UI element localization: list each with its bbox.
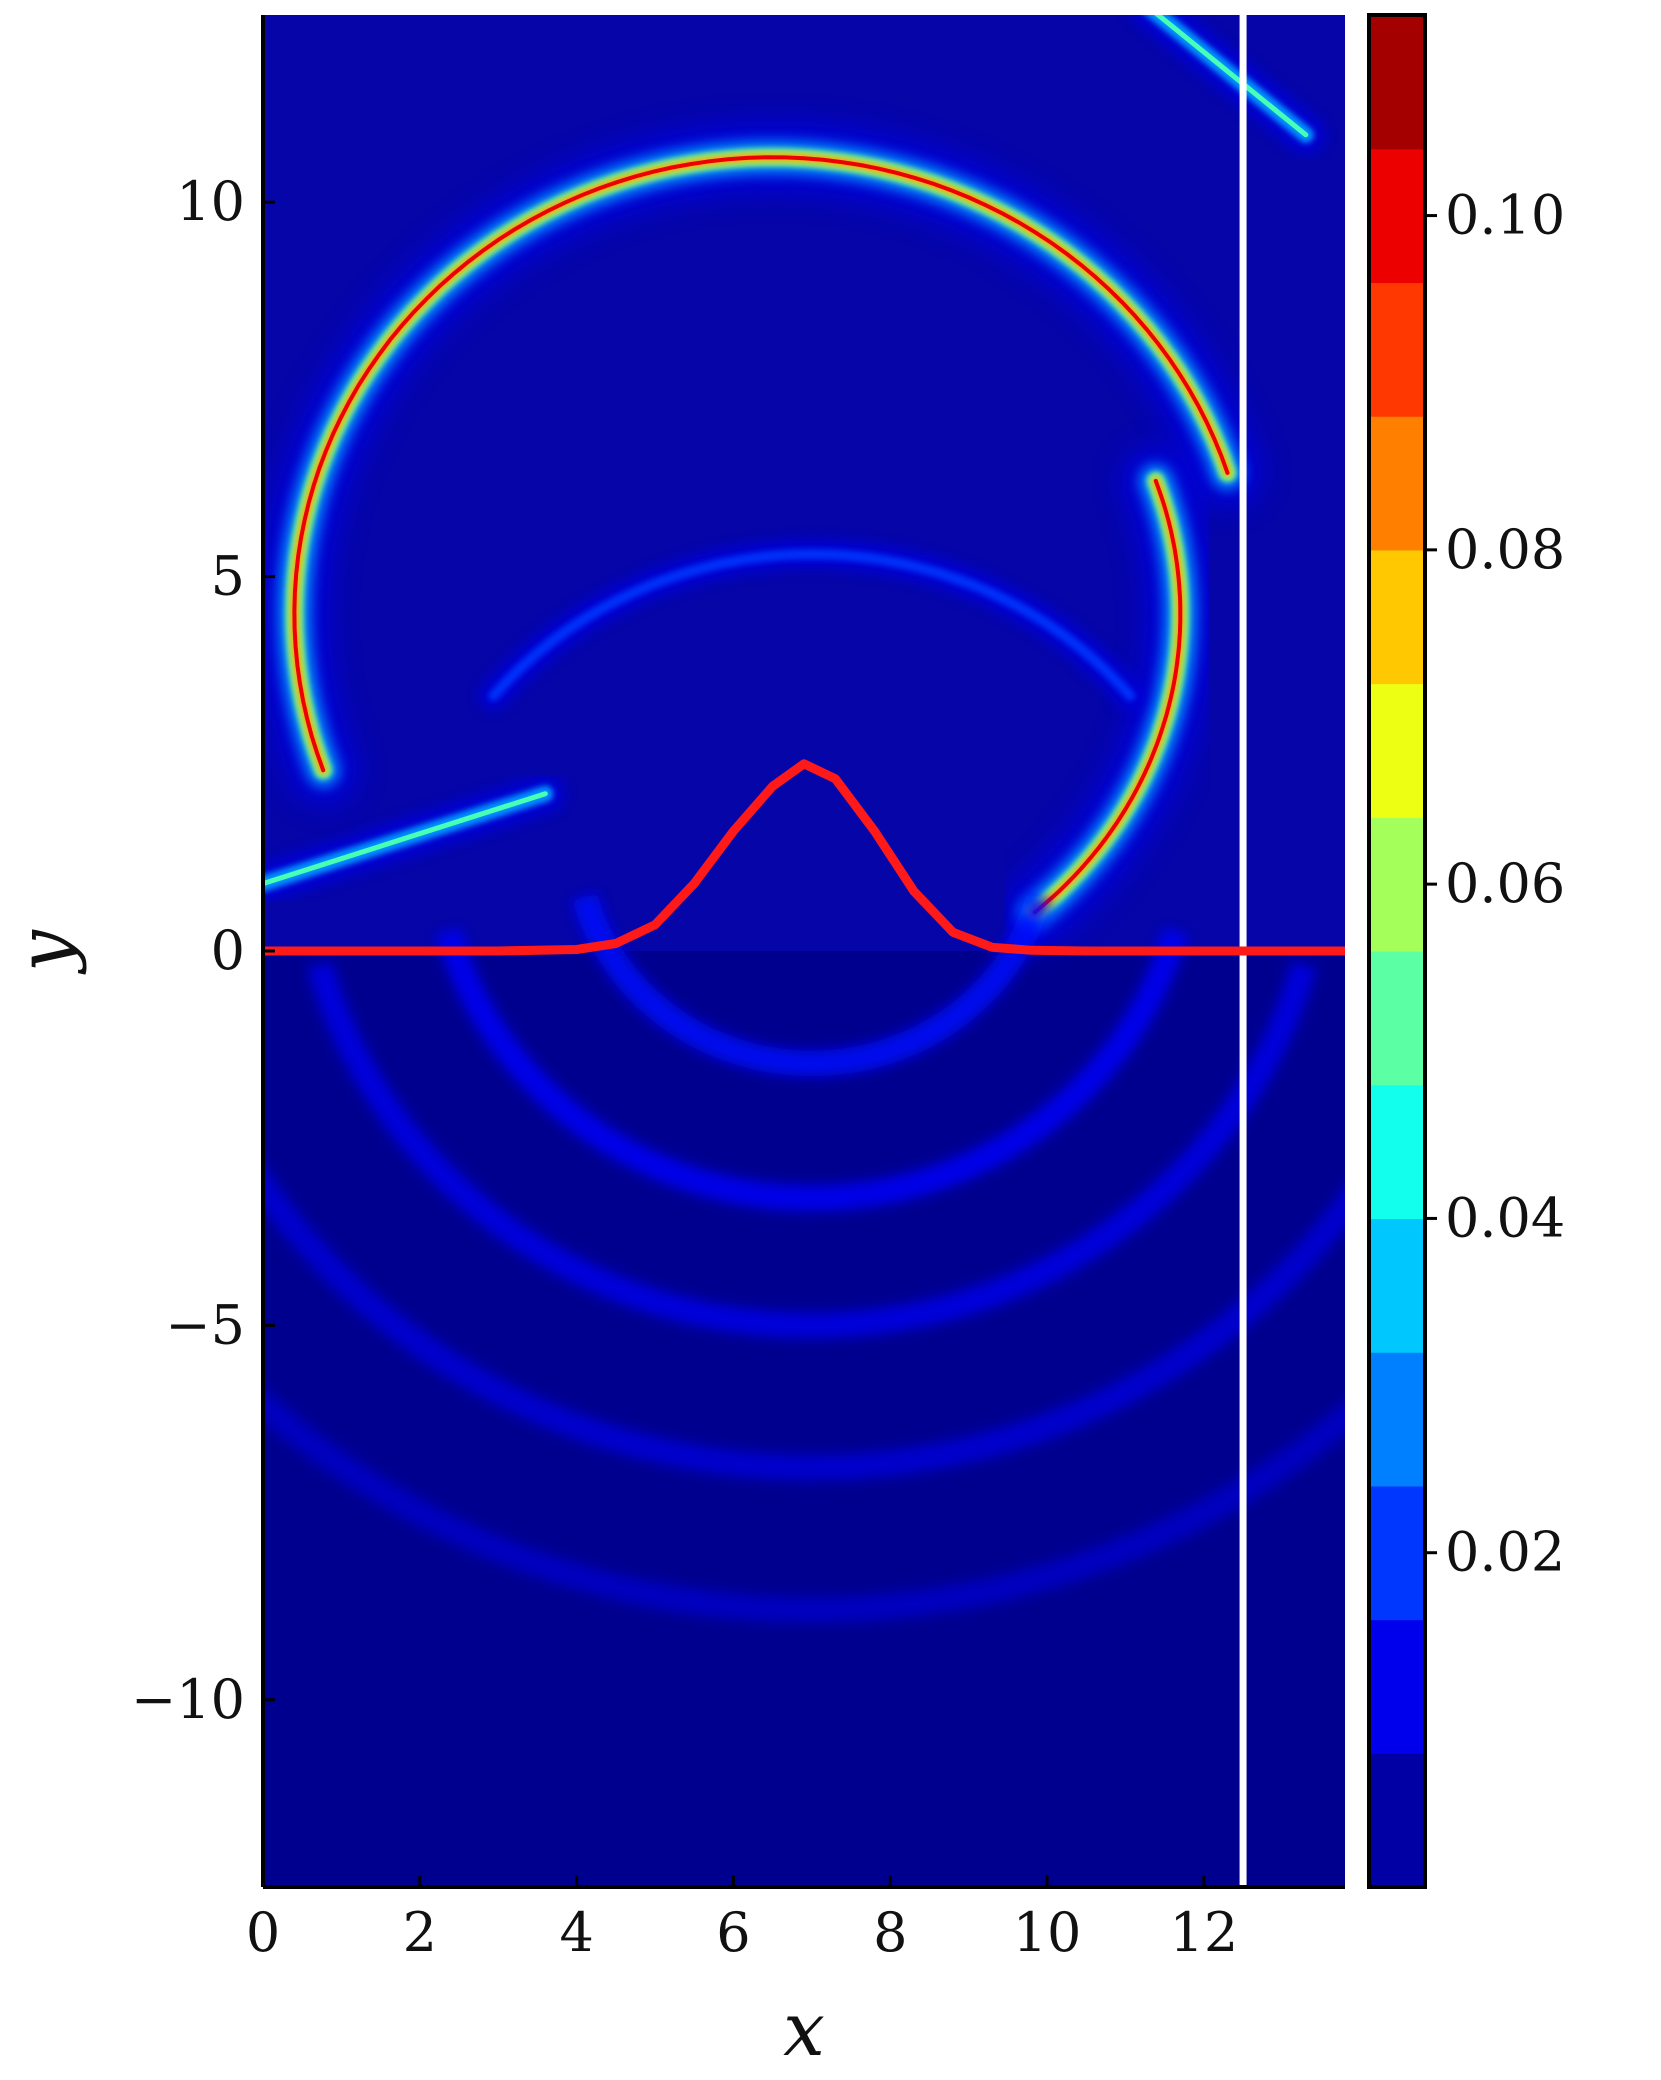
- colorbar-level: [1369, 15, 1425, 149]
- colorbar-level: [1369, 1753, 1425, 1887]
- colorbar-level: [1369, 550, 1425, 684]
- colorbar-tick-label: 0.04: [1445, 1186, 1565, 1249]
- colorbar-level: [1369, 282, 1425, 416]
- colorbar: 0.02 0.04 0.06 0.08 0.10: [1369, 15, 1565, 1888]
- y-axis-label: y: [2, 929, 88, 975]
- y-tick-label: −10: [131, 1668, 245, 1731]
- colorbar-level: [1369, 1486, 1425, 1620]
- colorbar-level: [1369, 416, 1425, 550]
- y-tick-label: 0: [211, 919, 245, 982]
- colorbar-tick-label: 0.02: [1445, 1521, 1565, 1584]
- colorbar-tick-label: 0.10: [1445, 184, 1565, 247]
- colorbar-level: [1369, 1218, 1425, 1352]
- colorbar-level: [1369, 1620, 1425, 1754]
- x-tick-label: 0: [246, 1901, 280, 1964]
- x-tick-label: 12: [1170, 1901, 1239, 1964]
- x-axis-label: x: [783, 1987, 825, 2073]
- colorbar-level: [1369, 1352, 1425, 1486]
- y-tick-label: 10: [176, 170, 245, 233]
- colorbar-level: [1369, 684, 1425, 818]
- y-tick-label: 5: [211, 545, 245, 608]
- colorbar-tick-label: 0.06: [1445, 852, 1565, 915]
- colorbar-level: [1369, 149, 1425, 283]
- x-tick-label: 2: [403, 1901, 437, 1964]
- x-tick-label: 4: [559, 1901, 593, 1964]
- colorbar-level: [1369, 1085, 1425, 1219]
- x-tick-label: 10: [1013, 1901, 1082, 1964]
- colorbar-level: [1369, 817, 1425, 951]
- colorbar-tick-label: 0.08: [1445, 518, 1565, 581]
- colorbar-level: [1369, 951, 1425, 1085]
- x-tick-label: 6: [716, 1901, 750, 1964]
- y-tick-label: −5: [165, 1293, 245, 1356]
- x-tick-label: 8: [873, 1901, 907, 1964]
